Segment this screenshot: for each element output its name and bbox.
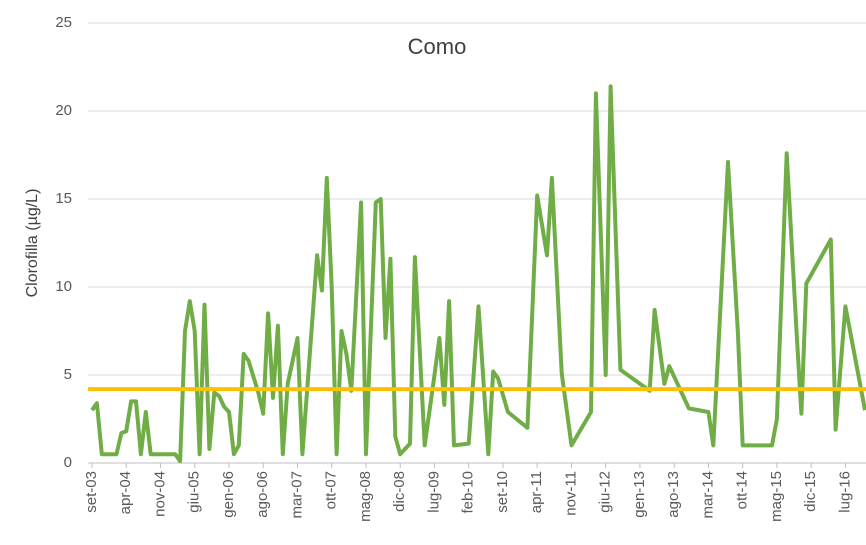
x-tick-label: apr-04 xyxy=(117,471,134,514)
y-axis-title: Clorofilla (µg/L) xyxy=(24,189,41,298)
x-tick-label: mar-14 xyxy=(699,471,716,519)
x-tick-label: ago-13 xyxy=(665,471,682,518)
y-tick-label: 25 xyxy=(55,14,72,31)
x-tick-label: giu-05 xyxy=(186,471,203,513)
x-tick-label: set-03 xyxy=(83,471,100,513)
y-tick-label: 15 xyxy=(55,190,72,207)
x-tick-label: lug-09 xyxy=(425,471,442,513)
x-tick-label: nov-11 xyxy=(562,471,579,516)
x-tick-label: mag-15 xyxy=(768,471,785,522)
y-tick-label: 10 xyxy=(55,278,72,295)
x-tick-label: lug-16 xyxy=(836,471,853,513)
x-tick-label: nov-04 xyxy=(151,471,168,517)
x-tick-label: giu-12 xyxy=(597,471,614,513)
x-tick-label: ago-06 xyxy=(254,471,271,518)
x-tick-label: gen-06 xyxy=(220,471,237,518)
x-tick-label: dic-08 xyxy=(391,471,408,512)
data-line xyxy=(90,84,866,464)
y-tick-label: 20 xyxy=(55,102,72,119)
x-tick-label: apr-11 xyxy=(528,471,545,513)
x-tick-label: ott-14 xyxy=(734,471,751,509)
x-tick-label: dic-15 xyxy=(802,471,819,512)
y-tick-label: 5 xyxy=(64,366,72,383)
x-tick-label: gen-13 xyxy=(631,471,648,518)
x-tick-label: feb-10 xyxy=(460,471,477,514)
x-tick-label: mag-08 xyxy=(357,471,374,522)
y-tick-label: 0 xyxy=(64,454,72,471)
chart-title: Como xyxy=(408,34,467,59)
x-tick-label: mar-07 xyxy=(288,471,305,519)
x-tick-label: ott-07 xyxy=(323,471,340,509)
x-tick-label: set-10 xyxy=(494,471,511,513)
